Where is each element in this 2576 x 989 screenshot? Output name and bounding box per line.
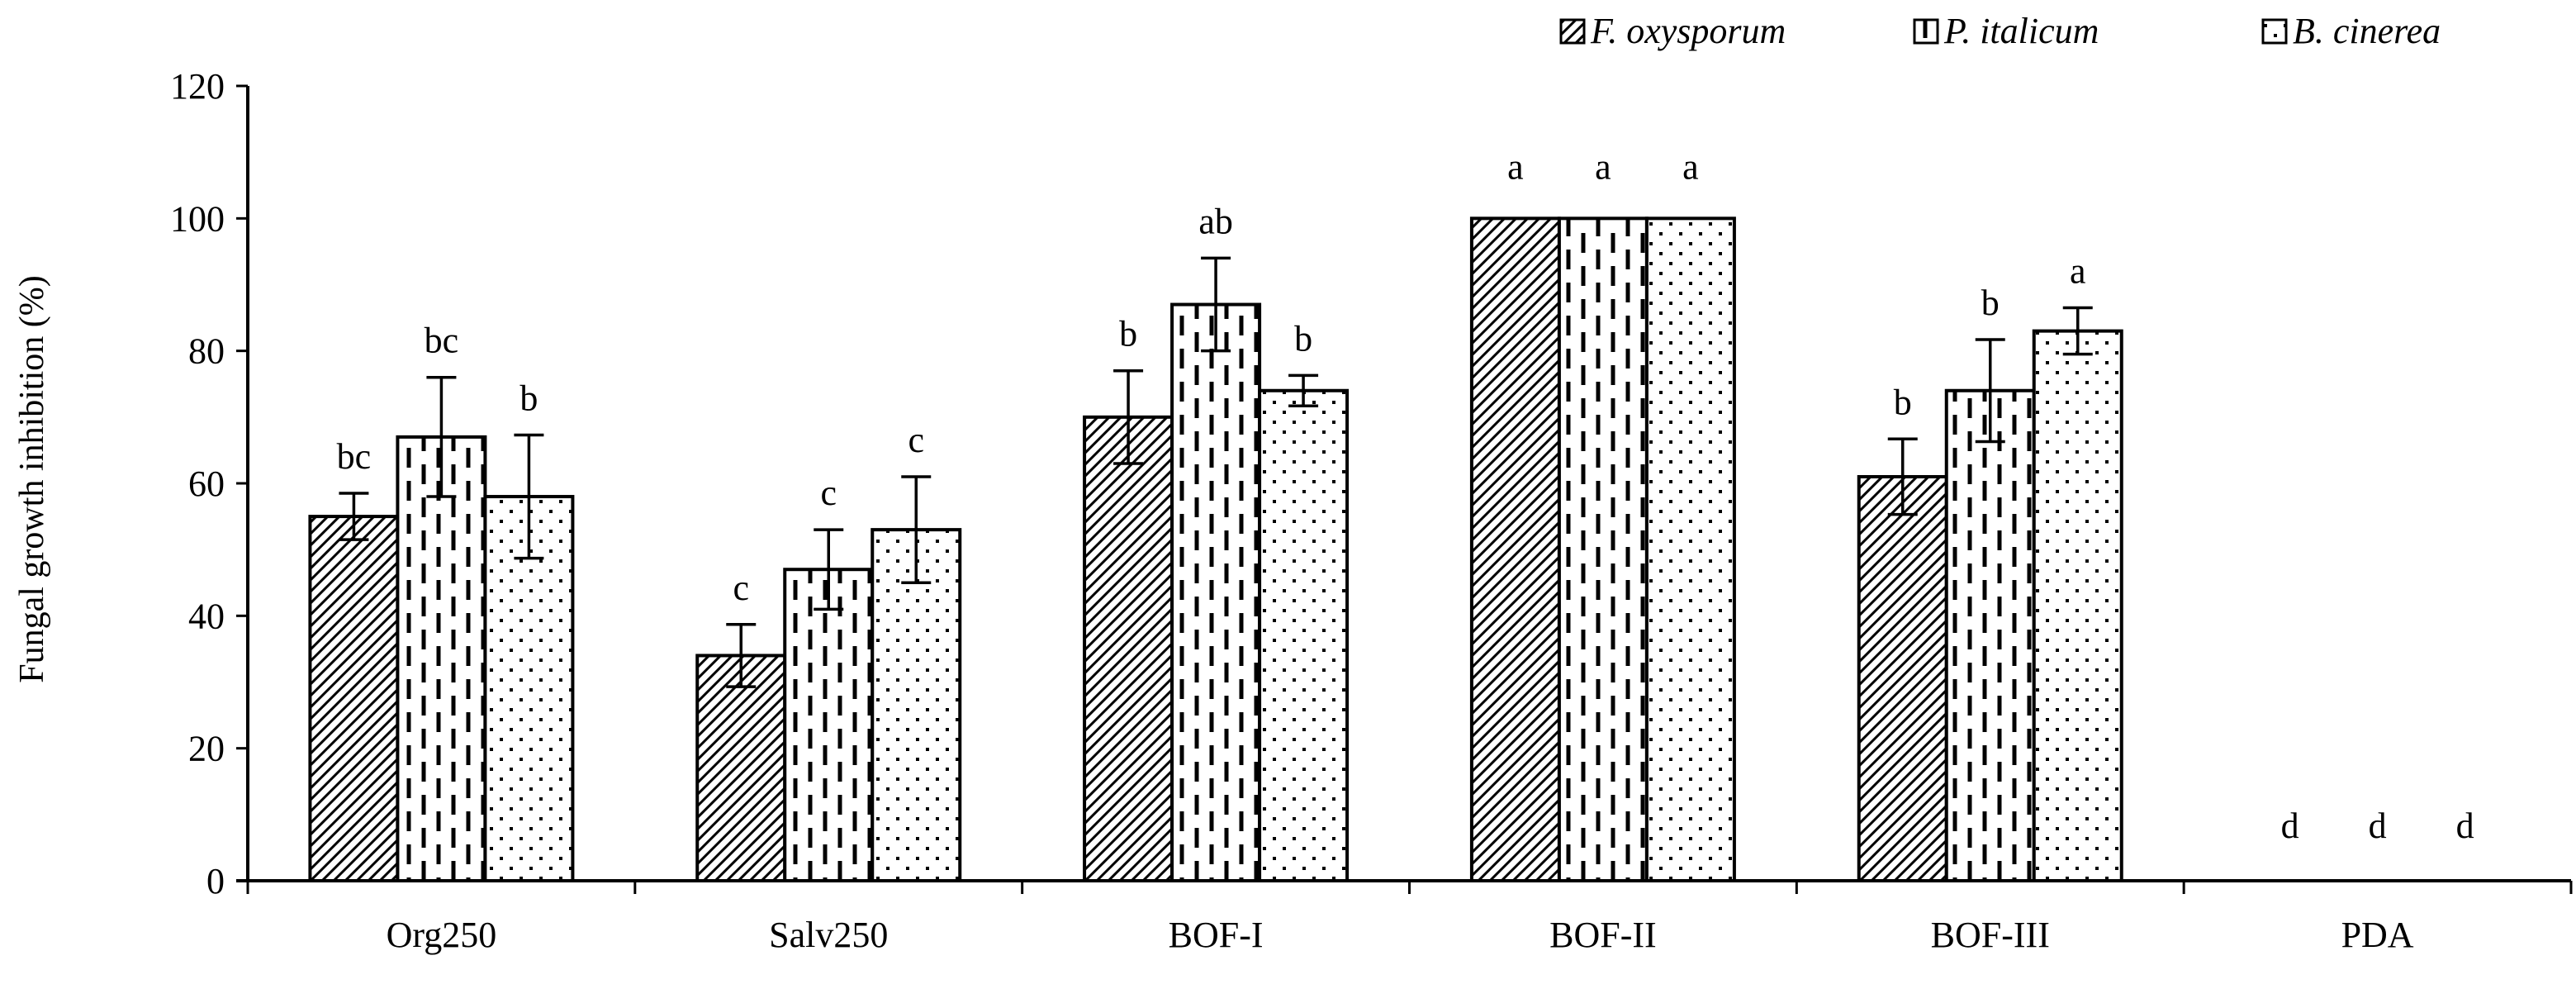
bar-p-italicum — [1944, 388, 2036, 882]
legend-swatch — [1913, 18, 1939, 45]
significance-letter: ab — [1198, 201, 1233, 241]
y-tick-label: 60 — [188, 464, 225, 504]
significance-letter: b — [1981, 283, 2000, 323]
significance-letter: b — [1894, 382, 1912, 422]
y-tick-label: 40 — [188, 596, 225, 636]
legend-label: B. cinerea — [2293, 11, 2441, 51]
bar-p-italicum — [396, 435, 487, 882]
bar-b-cinerea — [2032, 329, 2123, 883]
significance-letter: c — [908, 420, 924, 460]
significance-letter: d — [2369, 806, 2387, 846]
bar-b-cinerea — [1258, 388, 1350, 882]
significance-letter: b — [519, 378, 538, 418]
significance-letter: a — [1507, 146, 1524, 187]
significance-letter: b — [1119, 314, 1137, 354]
bar-b-cinerea — [1644, 216, 1736, 883]
bar-f-oxysporum — [308, 515, 400, 882]
y-tick-label: 120 — [170, 66, 225, 107]
bar-f-oxysporum — [1857, 474, 1948, 882]
significance-letter: a — [1682, 146, 1699, 187]
x-tick-label: PDA — [2341, 915, 2414, 955]
y-axis-label: Fungal growth inhibition (%) — [13, 275, 51, 682]
significance-letter: c — [733, 568, 749, 608]
significance-letter: a — [2070, 251, 2086, 292]
significance-letter: bc — [425, 321, 459, 361]
bar-p-italicum — [1557, 216, 1649, 883]
significance-letter: d — [2456, 806, 2474, 846]
bar-b-cinerea — [483, 495, 575, 882]
legend: F. oxysporum P. italicum B. cinerea — [1559, 11, 2441, 51]
y-tick-label: 20 — [188, 729, 225, 769]
legend-label: P. italicum — [1943, 11, 2099, 51]
significance-letter: a — [1595, 146, 1611, 187]
significance-letter: bc — [337, 436, 372, 477]
x-tick-label: BOF-II — [1549, 915, 1657, 955]
x-tick-label: BOF-I — [1169, 915, 1264, 955]
y-tick-label: 0 — [206, 861, 225, 901]
bar-f-oxysporum — [1469, 216, 1561, 883]
y-tick-label: 80 — [188, 331, 225, 372]
x-tick-label: Salv250 — [769, 915, 888, 955]
legend-swatch — [2261, 18, 2288, 45]
significance-letter: b — [1294, 318, 1312, 359]
legend-swatch — [1559, 18, 1586, 45]
significance-letter: d — [2281, 806, 2299, 846]
x-tick-label: Org250 — [387, 915, 497, 955]
bar-p-italicum — [783, 568, 875, 882]
x-tick-label: BOF-III — [1931, 915, 2050, 955]
significance-letter: c — [820, 473, 837, 513]
y-tick-label: 100 — [170, 198, 225, 239]
bar-f-oxysporum — [1083, 415, 1174, 883]
legend-label: F. oxysporum — [1590, 11, 1786, 51]
bar-p-italicum — [1170, 302, 1262, 882]
bar-f-oxysporum — [695, 654, 787, 883]
